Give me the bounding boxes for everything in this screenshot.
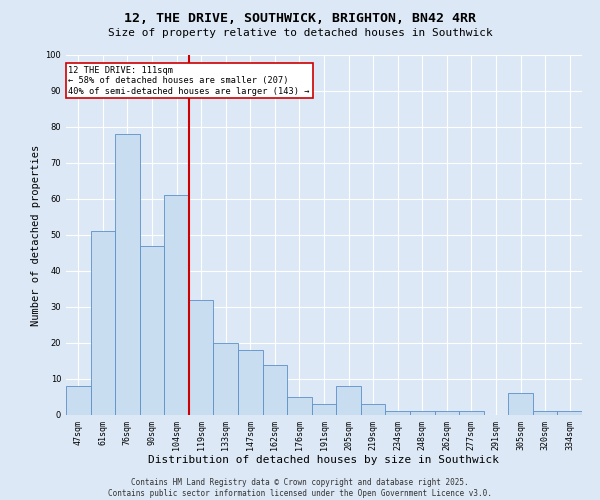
Bar: [557, 412, 582, 415]
Bar: [533, 412, 557, 415]
X-axis label: Distribution of detached houses by size in Southwick: Distribution of detached houses by size …: [149, 456, 499, 466]
Bar: [508, 394, 533, 415]
Bar: [385, 412, 410, 415]
Bar: [140, 246, 164, 415]
Bar: [189, 300, 214, 415]
Bar: [164, 196, 189, 415]
Bar: [312, 404, 336, 415]
Bar: [263, 364, 287, 415]
Bar: [238, 350, 263, 415]
Text: Contains HM Land Registry data © Crown copyright and database right 2025.
Contai: Contains HM Land Registry data © Crown c…: [108, 478, 492, 498]
Bar: [361, 404, 385, 415]
Bar: [91, 232, 115, 415]
Text: 12 THE DRIVE: 111sqm
← 58% of detached houses are smaller (207)
40% of semi-deta: 12 THE DRIVE: 111sqm ← 58% of detached h…: [68, 66, 310, 96]
Bar: [434, 412, 459, 415]
Bar: [66, 386, 91, 415]
Bar: [287, 397, 312, 415]
Bar: [336, 386, 361, 415]
Text: 12, THE DRIVE, SOUTHWICK, BRIGHTON, BN42 4RR: 12, THE DRIVE, SOUTHWICK, BRIGHTON, BN42…: [124, 12, 476, 26]
Text: Size of property relative to detached houses in Southwick: Size of property relative to detached ho…: [107, 28, 493, 38]
Bar: [115, 134, 140, 415]
Bar: [410, 412, 434, 415]
Bar: [214, 343, 238, 415]
Bar: [459, 412, 484, 415]
Y-axis label: Number of detached properties: Number of detached properties: [31, 144, 41, 326]
